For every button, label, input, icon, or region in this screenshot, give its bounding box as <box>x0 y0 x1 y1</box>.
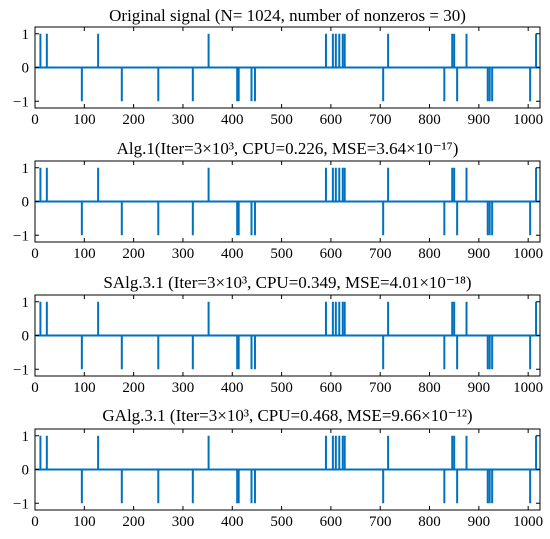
chart-panel-3: SAlg.3.1 (Iter=3×10³, CPU=0.349, MSE=4.0… <box>13 273 543 396</box>
x-tick-label: 600 <box>320 514 343 530</box>
x-tick-label: 300 <box>172 380 195 396</box>
x-tick-label: 900 <box>468 246 491 262</box>
x-tick-label: 0 <box>31 112 39 128</box>
x-tick-label: 1000 <box>513 514 543 530</box>
y-tick-label: 0 <box>22 463 30 479</box>
x-tick-label: 500 <box>270 112 293 128</box>
x-tick-label: 500 <box>270 514 293 530</box>
x-tick-label: 1000 <box>513 246 543 262</box>
y-tick-label: −1 <box>13 228 29 244</box>
x-tick-label: 100 <box>73 246 96 262</box>
x-tick-label: 700 <box>369 246 392 262</box>
x-tick-label: 800 <box>418 112 441 128</box>
chart-panel-1: Original signal (N= 1024, number of nonz… <box>13 6 543 128</box>
y-tick-label: 1 <box>22 295 30 311</box>
x-tick-label: 700 <box>369 514 392 530</box>
x-tick-label: 400 <box>221 380 244 396</box>
chart-panel-2: Alg.1(Iter=3×10³, CPU=0.226, MSE=3.64×10… <box>13 139 543 262</box>
x-tick-label: 300 <box>172 112 195 128</box>
x-tick-label: 600 <box>320 380 343 396</box>
x-tick-label: 900 <box>468 112 491 128</box>
y-tick-label: −1 <box>13 362 29 378</box>
chart-title: SAlg.3.1 (Iter=3×10³, CPU=0.349, MSE=4.0… <box>103 273 471 292</box>
x-tick-label: 900 <box>468 514 491 530</box>
x-tick-label: 900 <box>468 380 491 396</box>
x-tick-label: 400 <box>221 112 244 128</box>
chart-title: Alg.1(Iter=3×10³, CPU=0.226, MSE=3.64×10… <box>117 139 459 158</box>
x-tick-label: 700 <box>369 112 392 128</box>
x-tick-label: 0 <box>31 514 39 530</box>
x-tick-label: 100 <box>73 380 96 396</box>
y-tick-label: 1 <box>22 429 30 445</box>
x-tick-label: 100 <box>73 514 96 530</box>
y-tick-label: 1 <box>22 161 30 177</box>
x-tick-label: 200 <box>122 514 145 530</box>
x-tick-label: 400 <box>221 514 244 530</box>
x-tick-label: 700 <box>369 380 392 396</box>
x-tick-label: 600 <box>320 112 343 128</box>
x-tick-label: 0 <box>31 246 39 262</box>
y-tick-label: 1 <box>22 27 30 43</box>
chart-title: GAlg.3.1 (Iter=3×10³, CPU=0.468, MSE=9.6… <box>102 406 472 425</box>
y-tick-label: −1 <box>13 94 29 110</box>
x-tick-label: 300 <box>172 514 195 530</box>
x-tick-label: 200 <box>122 246 145 262</box>
y-tick-label: 0 <box>22 329 30 345</box>
x-tick-label: 1000 <box>513 112 543 128</box>
y-tick-label: 0 <box>22 61 30 77</box>
y-tick-label: −1 <box>13 496 29 512</box>
x-tick-label: 800 <box>418 246 441 262</box>
chart-title: Original signal (N= 1024, number of nonz… <box>109 6 466 25</box>
x-tick-label: 600 <box>320 246 343 262</box>
x-tick-label: 800 <box>418 380 441 396</box>
x-tick-label: 200 <box>122 380 145 396</box>
y-tick-label: 0 <box>22 195 30 211</box>
x-tick-label: 500 <box>270 246 293 262</box>
x-tick-label: 800 <box>418 514 441 530</box>
x-tick-label: 500 <box>270 380 293 396</box>
x-tick-label: 300 <box>172 246 195 262</box>
x-tick-label: 200 <box>122 112 145 128</box>
x-tick-label: 400 <box>221 246 244 262</box>
x-tick-label: 1000 <box>513 380 543 396</box>
x-tick-label: 0 <box>31 380 39 396</box>
x-tick-label: 100 <box>73 112 96 128</box>
chart-panel-4: GAlg.3.1 (Iter=3×10³, CPU=0.468, MSE=9.6… <box>13 406 543 530</box>
